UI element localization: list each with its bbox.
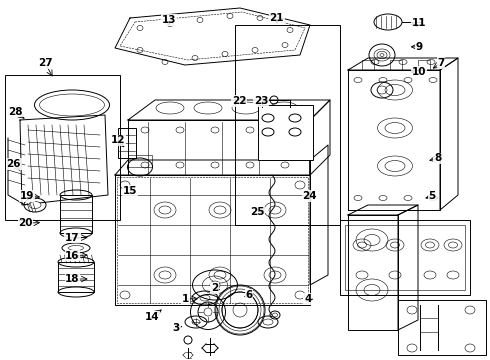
Text: 3: 3: [173, 323, 180, 333]
Text: 11: 11: [412, 18, 426, 28]
Text: 12: 12: [110, 135, 125, 145]
Text: 14: 14: [145, 312, 159, 322]
Bar: [118, 128, 136, 158]
Ellipse shape: [210, 281, 220, 289]
Bar: [5, 75, 120, 220]
Text: 28: 28: [8, 107, 23, 117]
Text: 22: 22: [232, 96, 246, 106]
Text: 18: 18: [65, 274, 80, 284]
Ellipse shape: [29, 202, 41, 208]
Bar: [340, 220, 470, 295]
Text: 6: 6: [245, 290, 252, 300]
Ellipse shape: [374, 14, 402, 30]
Bar: [258, 105, 313, 160]
Text: 7: 7: [437, 58, 445, 68]
Text: 27: 27: [38, 58, 52, 68]
Bar: [128, 155, 152, 167]
Text: 15: 15: [122, 186, 137, 196]
Text: 1: 1: [182, 294, 189, 304]
Text: 20: 20: [18, 218, 33, 228]
Bar: [235, 25, 340, 225]
Text: 23: 23: [254, 96, 269, 106]
Text: 10: 10: [412, 67, 426, 77]
Ellipse shape: [192, 320, 200, 324]
Bar: [418, 60, 430, 70]
Text: 4: 4: [304, 294, 312, 304]
Text: 2: 2: [211, 283, 218, 293]
Text: 25: 25: [250, 207, 265, 217]
Bar: [362, 60, 374, 70]
Text: 21: 21: [270, 13, 284, 23]
Text: 19: 19: [20, 191, 34, 201]
Bar: [398, 300, 486, 355]
Bar: [60, 195, 92, 233]
Text: 24: 24: [302, 191, 317, 201]
Text: 8: 8: [434, 153, 441, 163]
Text: 5: 5: [429, 191, 436, 201]
Text: 17: 17: [65, 233, 80, 243]
Text: 9: 9: [416, 42, 422, 52]
Text: 26: 26: [6, 159, 21, 169]
Bar: [390, 60, 402, 70]
Bar: [345, 225, 465, 290]
Text: 13: 13: [162, 15, 176, 25]
Bar: [58, 262, 94, 292]
Text: 16: 16: [65, 251, 80, 261]
